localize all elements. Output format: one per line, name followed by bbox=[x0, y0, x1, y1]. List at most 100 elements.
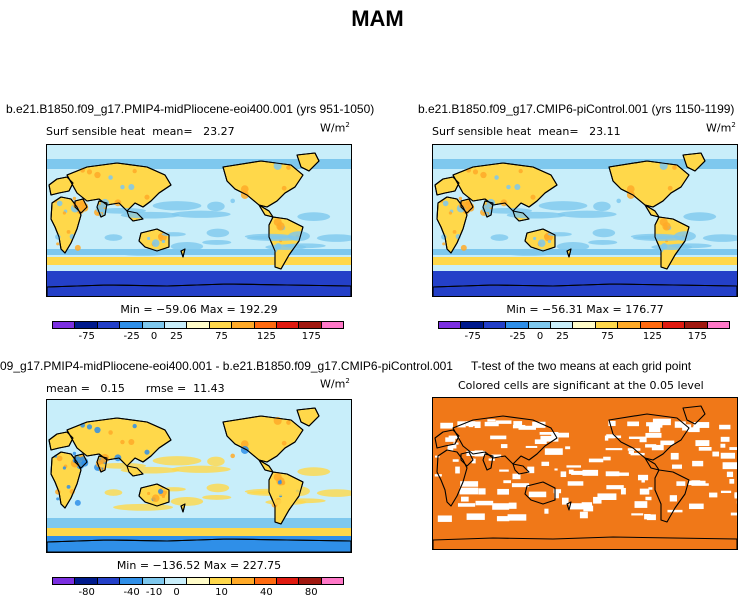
ttest-nonsignificant-cell bbox=[603, 456, 611, 461]
colorbar-segment bbox=[97, 322, 121, 328]
ttest-nonsignificant-cell bbox=[497, 488, 509, 495]
field-patch bbox=[544, 233, 550, 239]
ttest-nonsignificant-cell bbox=[688, 480, 706, 486]
coastline-arabia bbox=[460, 198, 474, 214]
colorbar-segment bbox=[299, 578, 322, 584]
colorbar-segment bbox=[254, 578, 277, 584]
coastline-namerica bbox=[608, 413, 690, 461]
coastline-antarctica bbox=[433, 536, 737, 549]
southern-ocean-warm-band bbox=[47, 528, 351, 536]
ttest-nonsignificant-cell bbox=[646, 514, 656, 521]
coastline-asia bbox=[452, 162, 558, 212]
ttest-nonsignificant-cell bbox=[670, 452, 679, 460]
colorbar-segment bbox=[685, 322, 708, 328]
ttest-nonsignificant-cell bbox=[445, 437, 456, 442]
field-patch bbox=[72, 196, 77, 201]
colorbar-segment bbox=[662, 322, 686, 328]
ocean-patch bbox=[202, 494, 232, 500]
ttest-nonsignificant-cell bbox=[646, 422, 663, 427]
southern-ocean-band bbox=[47, 518, 351, 528]
ocean-patch bbox=[161, 487, 186, 492]
ocean-patch bbox=[592, 228, 616, 238]
ocean-patch bbox=[702, 234, 737, 242]
ttest-nonsignificant-cell bbox=[720, 443, 726, 448]
ttest-nonsignificant-cell bbox=[513, 421, 523, 428]
ttest-nonsignificant-cell bbox=[539, 431, 559, 435]
coastline-seasia bbox=[126, 210, 144, 222]
ttest-nonsignificant-cell bbox=[528, 491, 547, 498]
ttest-nonsignificant-cell bbox=[637, 474, 649, 481]
field-patch bbox=[151, 494, 160, 502]
field-patch bbox=[273, 218, 282, 227]
ocean-patch bbox=[651, 244, 693, 251]
ttest-nonsignificant-cell bbox=[565, 446, 571, 450]
field-patch bbox=[74, 244, 81, 251]
panel1-minmax: Min = −59.06 Max = 192.29 bbox=[120, 303, 278, 316]
colorbar-segment bbox=[75, 578, 98, 584]
ttest-nonsignificant-cell bbox=[507, 514, 527, 521]
panel4-title: T-test of the two means at each grid poi… bbox=[471, 359, 692, 373]
ttest-nonsignificant-cell bbox=[490, 435, 507, 440]
ocean-patch bbox=[287, 486, 310, 496]
ttest-nonsignificant-cell bbox=[478, 488, 486, 495]
ttest-nonsignificant-cell bbox=[669, 495, 677, 502]
panel1-map bbox=[46, 144, 352, 297]
ttest-nonsignificant-cell bbox=[588, 458, 604, 463]
ttest-nonsignificant-cell bbox=[719, 424, 731, 430]
coastline-greenland bbox=[296, 152, 320, 172]
ttest-nonsignificant-cell bbox=[645, 496, 652, 501]
colorbar-segment bbox=[618, 322, 641, 328]
field-patch bbox=[663, 225, 668, 230]
field-patch bbox=[56, 200, 63, 207]
field-patch bbox=[128, 438, 135, 445]
colorbar-segment bbox=[232, 578, 255, 584]
colorbar-tick-label: 0 bbox=[173, 587, 180, 598]
coastline-seasia bbox=[126, 465, 144, 477]
colorbar-segment bbox=[53, 322, 76, 328]
field-patch bbox=[659, 218, 668, 227]
ttest-nonsignificant-cell bbox=[491, 454, 502, 458]
colorbar-tick-label: 175 bbox=[301, 331, 321, 342]
colorbar-segment bbox=[321, 322, 344, 328]
field-patch bbox=[161, 239, 166, 244]
colorbar-tick-label: 175 bbox=[687, 331, 707, 342]
coastline-europe bbox=[434, 176, 460, 196]
colorbar-segment bbox=[209, 322, 233, 328]
panel1-colorbar bbox=[52, 321, 344, 329]
coastline-samerica bbox=[268, 471, 304, 525]
panel3-case-title: 09_g17.PMIP4-midPliocene-eoi400.001 - b.… bbox=[0, 359, 453, 373]
field-patch bbox=[442, 200, 449, 207]
field-patch bbox=[128, 183, 135, 190]
panel4-subtitle: Colored cells are significant at the 0.0… bbox=[458, 379, 704, 392]
ocean-patch bbox=[547, 232, 572, 237]
ocean-patch bbox=[297, 467, 331, 476]
ocean-patch bbox=[247, 235, 302, 241]
panel3-colorbar bbox=[52, 577, 344, 585]
ttest-nonsignificant-cell bbox=[447, 444, 457, 449]
colorbar-tick-label: 25 bbox=[170, 331, 183, 342]
ttest-nonsignificant-cell bbox=[627, 421, 640, 427]
panel2-minmax: Min = −56.31 Max = 176.77 bbox=[506, 303, 664, 316]
field-patch bbox=[74, 499, 81, 506]
ttest-nonsignificant-cell bbox=[605, 471, 620, 477]
coastline-samerica bbox=[654, 469, 690, 523]
coastline-samerica bbox=[654, 216, 690, 270]
ttest-nonsignificant-cell bbox=[645, 444, 657, 448]
field-patch bbox=[472, 169, 479, 175]
coastline-australia bbox=[524, 228, 556, 252]
ocean-patch bbox=[593, 201, 611, 212]
ttest-nonsignificant-cell bbox=[492, 503, 510, 510]
field-patch bbox=[466, 201, 471, 207]
ttest-nonsignificant-cell bbox=[644, 514, 651, 520]
ttest-nonsignificant-cell bbox=[712, 451, 720, 457]
colorbar-segment bbox=[232, 322, 255, 328]
ttest-nonsignificant-cell bbox=[692, 460, 704, 467]
field-patch bbox=[286, 420, 291, 425]
ttest-nonsignificant-cell bbox=[452, 459, 459, 462]
field-patch bbox=[62, 466, 67, 470]
colorbar-segment bbox=[276, 322, 300, 328]
ocean-patch bbox=[207, 456, 225, 467]
colorbar-tick-label: 25 bbox=[556, 331, 569, 342]
ttest-nonsignificant-cell bbox=[437, 515, 452, 522]
panel2-map bbox=[432, 144, 738, 297]
